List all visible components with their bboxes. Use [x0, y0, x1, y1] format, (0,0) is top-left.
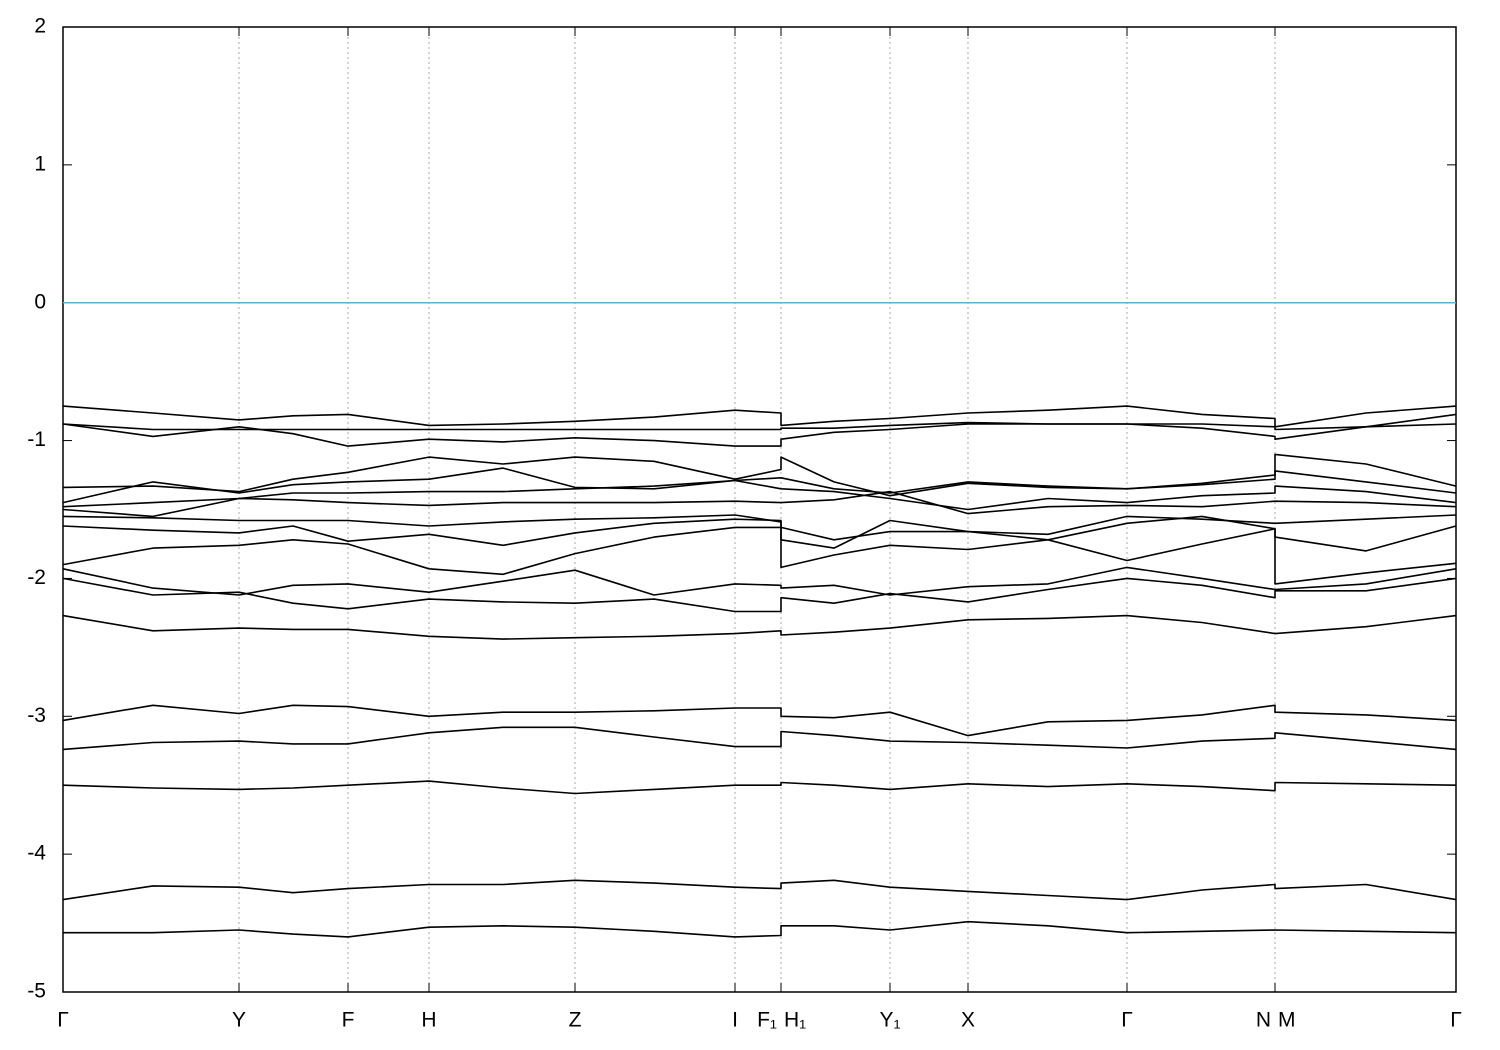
- y-tick-label: 0: [34, 290, 46, 313]
- band-line: [62, 704, 1457, 737]
- x-tick-label: H: [421, 1009, 436, 1032]
- band-line: [62, 413, 1457, 447]
- y-tick-label: -1: [27, 428, 46, 451]
- y-tick-label: -4: [27, 842, 46, 865]
- band-line: [62, 421, 1457, 431]
- x-tick-label: Y: [232, 1009, 246, 1032]
- band-line: [62, 405, 1457, 428]
- x-tick-label: I: [732, 1009, 738, 1032]
- band-line: [62, 467, 1457, 504]
- x-tick-label: M: [1278, 1009, 1296, 1032]
- plot-frame: [62, 26, 1457, 993]
- y-tick-label: -3: [27, 704, 46, 727]
- y-tick-label: 1: [34, 152, 46, 175]
- band-line: [62, 566, 1457, 596]
- x-tick-label: X: [961, 1009, 975, 1032]
- x-tick-label: Γ: [1450, 1009, 1462, 1032]
- band-line: [62, 614, 1457, 640]
- x-tick-label: Y₁: [879, 1009, 900, 1032]
- x-tick-label: Z: [569, 1009, 582, 1032]
- y-tick-label: -5: [27, 980, 46, 1003]
- x-tick-label: Γ: [1121, 1009, 1133, 1032]
- band-line: [62, 577, 1457, 613]
- x-tick-label: N: [1256, 1009, 1271, 1032]
- x-tick-label: Γ: [57, 1009, 69, 1032]
- band-line: [62, 479, 1457, 511]
- band-line: [62, 726, 1457, 751]
- band-line: [62, 518, 1457, 562]
- band-line: [63, 920, 1457, 938]
- band-line: [62, 453, 1457, 497]
- band-line: [62, 515, 1457, 585]
- band-line: [62, 490, 1457, 518]
- band-line: [62, 879, 1457, 901]
- y-tick-label: 2: [34, 15, 46, 38]
- x-tick-label: F: [342, 1009, 355, 1032]
- band-line: [62, 780, 1457, 795]
- x-tick-label: H₁: [784, 1009, 806, 1032]
- y-tick-label: -2: [27, 566, 46, 589]
- x-tick-label: F₁: [757, 1009, 777, 1032]
